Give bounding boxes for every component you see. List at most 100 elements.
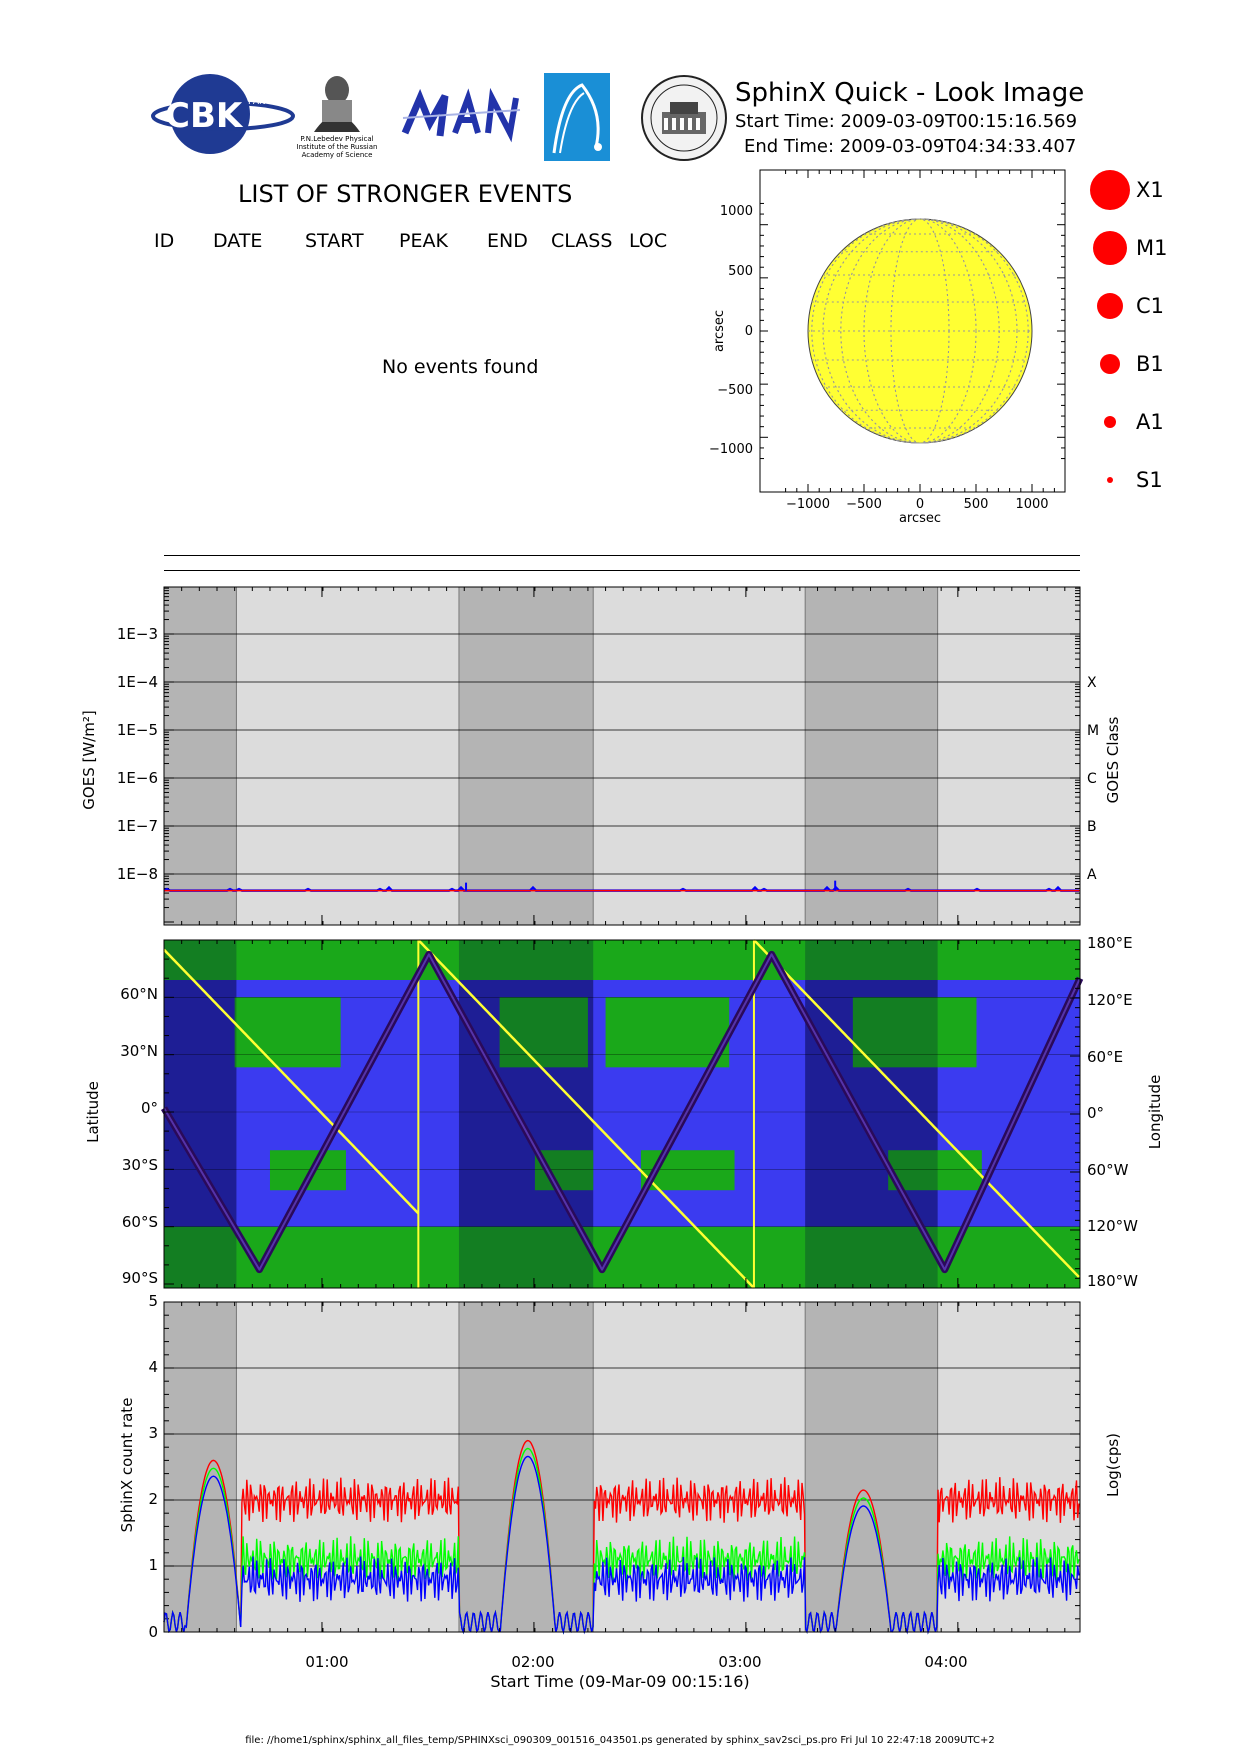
sun-ytick: −1000 bbox=[709, 442, 753, 457]
lat-tick: 30°N bbox=[120, 1042, 158, 1060]
time-axis-title: Start Time (09-Mar-09 00:15:16) bbox=[490, 1672, 749, 1691]
lon-tick: 180°W bbox=[1087, 1272, 1138, 1290]
lat-tick: 0° bbox=[141, 1099, 158, 1117]
goes-ytick: 1E−5 bbox=[117, 721, 158, 739]
university-seal-logo bbox=[640, 74, 728, 162]
legend-label-a1: A1 bbox=[1136, 410, 1164, 434]
sphinx-series-blue bbox=[163, 1455, 1080, 1635]
green-region bbox=[852, 997, 977, 1068]
time-tick: 04:00 bbox=[924, 1653, 967, 1671]
column-date: DATE bbox=[213, 230, 263, 252]
lon-tick: 60°E bbox=[1087, 1048, 1123, 1066]
svg-text:Academy of Science: Academy of Science bbox=[302, 151, 373, 159]
sphinx-ytick: 4 bbox=[148, 1358, 158, 1376]
sun-map-ylabel: arcsec bbox=[712, 310, 727, 352]
lat-tick: 60°S bbox=[122, 1213, 158, 1231]
column-class: CLASS bbox=[551, 230, 613, 252]
longitude-curve bbox=[163, 948, 420, 1215]
lat-tick: 60°N bbox=[120, 985, 158, 1003]
night-interval bbox=[458, 587, 594, 925]
green-region bbox=[605, 997, 730, 1068]
goes-ylabel-right: GOES Class bbox=[1104, 716, 1122, 803]
goes-panel bbox=[163, 586, 1081, 926]
green-region bbox=[234, 997, 341, 1068]
lat-tick: 90°S bbox=[122, 1269, 158, 1287]
events-title: LIST OF STRONGER EVENTS bbox=[238, 180, 573, 208]
sun-xtick: −1000 bbox=[786, 497, 830, 512]
goes-class-tick: C bbox=[1087, 771, 1097, 787]
legend-label-s1: S1 bbox=[1136, 468, 1163, 492]
svg-text:P.N.Lebedev Physical: P.N.Lebedev Physical bbox=[300, 135, 373, 143]
sphinx-ylabel-right: Log(cps) bbox=[1104, 1433, 1122, 1497]
orbit-night-shade bbox=[458, 940, 594, 1288]
end-time: End Time: 2009-03-09T04:34:33.407 bbox=[744, 136, 1077, 157]
longitude-grid-line bbox=[822, 218, 1018, 444]
sphinx-ytick: 3 bbox=[148, 1424, 158, 1442]
legend-label-c1: C1 bbox=[1136, 294, 1165, 318]
legend-marker-s1 bbox=[1107, 477, 1113, 483]
lon-tick: 120°W bbox=[1087, 1217, 1138, 1235]
mifi-logo bbox=[400, 87, 525, 143]
sun-map: arcsec arcsec −1000 −500 0 500 1000 1000… bbox=[709, 169, 1066, 526]
longitude-curve bbox=[417, 939, 755, 1289]
sun-xtick: 0 bbox=[916, 497, 924, 512]
no-events-message: No events found bbox=[382, 356, 539, 378]
goes-ytick: 1E−3 bbox=[117, 625, 158, 643]
sun-xtick: 1000 bbox=[1015, 497, 1048, 512]
sphinx-ytick: 2 bbox=[148, 1490, 158, 1508]
legend-marker-x1 bbox=[1090, 170, 1130, 210]
green-region bbox=[499, 997, 588, 1068]
green-region bbox=[888, 1150, 982, 1191]
goes-ytick: 1E−4 bbox=[117, 673, 158, 691]
separator-line bbox=[164, 555, 1080, 556]
goes-class-tick: X bbox=[1087, 675, 1097, 691]
column-id: ID bbox=[154, 230, 175, 252]
night-interval bbox=[805, 587, 938, 925]
legend-marker-m1 bbox=[1093, 231, 1127, 265]
comet-logo bbox=[544, 73, 610, 161]
column-peak: PEAK bbox=[399, 230, 448, 252]
goes-ytick: 1E−7 bbox=[117, 817, 158, 835]
night-interval bbox=[164, 1302, 237, 1632]
start-time: Start Time: 2009-03-09T00:15:16.569 bbox=[735, 111, 1078, 132]
lon-tick: 0° bbox=[1087, 1104, 1104, 1122]
goes-ytick: 1E−8 bbox=[117, 865, 158, 883]
sun-ytick: 0 bbox=[745, 324, 753, 339]
goes-ytick: 1E−6 bbox=[117, 769, 158, 787]
sphinx-ylabel: SphinX count rate bbox=[118, 1398, 136, 1533]
orbit-panel bbox=[160, 939, 1084, 1289]
legend-label-x1: X1 bbox=[1136, 178, 1164, 202]
sun-ytick: 500 bbox=[728, 264, 753, 279]
orbit-ylabel-right: Longitude bbox=[1146, 1075, 1164, 1150]
sphinx-ytick: 5 bbox=[148, 1292, 158, 1310]
lon-tick: 60°W bbox=[1087, 1161, 1129, 1179]
longitude-curve bbox=[753, 939, 1080, 1278]
goes-class-tick: M bbox=[1087, 723, 1099, 739]
time-tick: 01:00 bbox=[305, 1653, 348, 1671]
timeline-panels: 1E−3 1E−4 1E−5 1E−6 1E−7 1E−8 X M C B A … bbox=[80, 586, 1164, 1691]
ground-track-core bbox=[163, 953, 1081, 1271]
time-tick: 03:00 bbox=[718, 1653, 761, 1671]
class-legend-markers bbox=[1090, 170, 1130, 483]
sun-map-xlabel: arcsec bbox=[899, 511, 941, 526]
separator-line bbox=[164, 570, 1080, 571]
sun-disk bbox=[807, 218, 1033, 444]
legend-marker-c1 bbox=[1097, 293, 1123, 319]
column-start: START bbox=[305, 230, 364, 252]
time-tick: 02:00 bbox=[511, 1653, 554, 1671]
legend-marker-b1 bbox=[1100, 354, 1120, 374]
night-interval bbox=[164, 587, 237, 925]
longitude-grid-line bbox=[840, 218, 1000, 444]
legend-marker-a1 bbox=[1104, 416, 1116, 428]
sphinx-panel bbox=[163, 1301, 1081, 1635]
sun-ytick: −500 bbox=[717, 383, 753, 398]
goes-frame bbox=[163, 586, 1081, 926]
sun-xtick: 500 bbox=[964, 497, 989, 512]
legend-label-b1: B1 bbox=[1136, 352, 1164, 376]
sun-map-ticks bbox=[760, 170, 1065, 492]
cbk-pan-logo: CBK PAN bbox=[145, 72, 295, 157]
orbit-frame bbox=[163, 939, 1081, 1289]
orbit-night-shade bbox=[805, 940, 938, 1288]
sphinx-ytick: 1 bbox=[148, 1556, 158, 1574]
night-interval bbox=[805, 1302, 938, 1632]
